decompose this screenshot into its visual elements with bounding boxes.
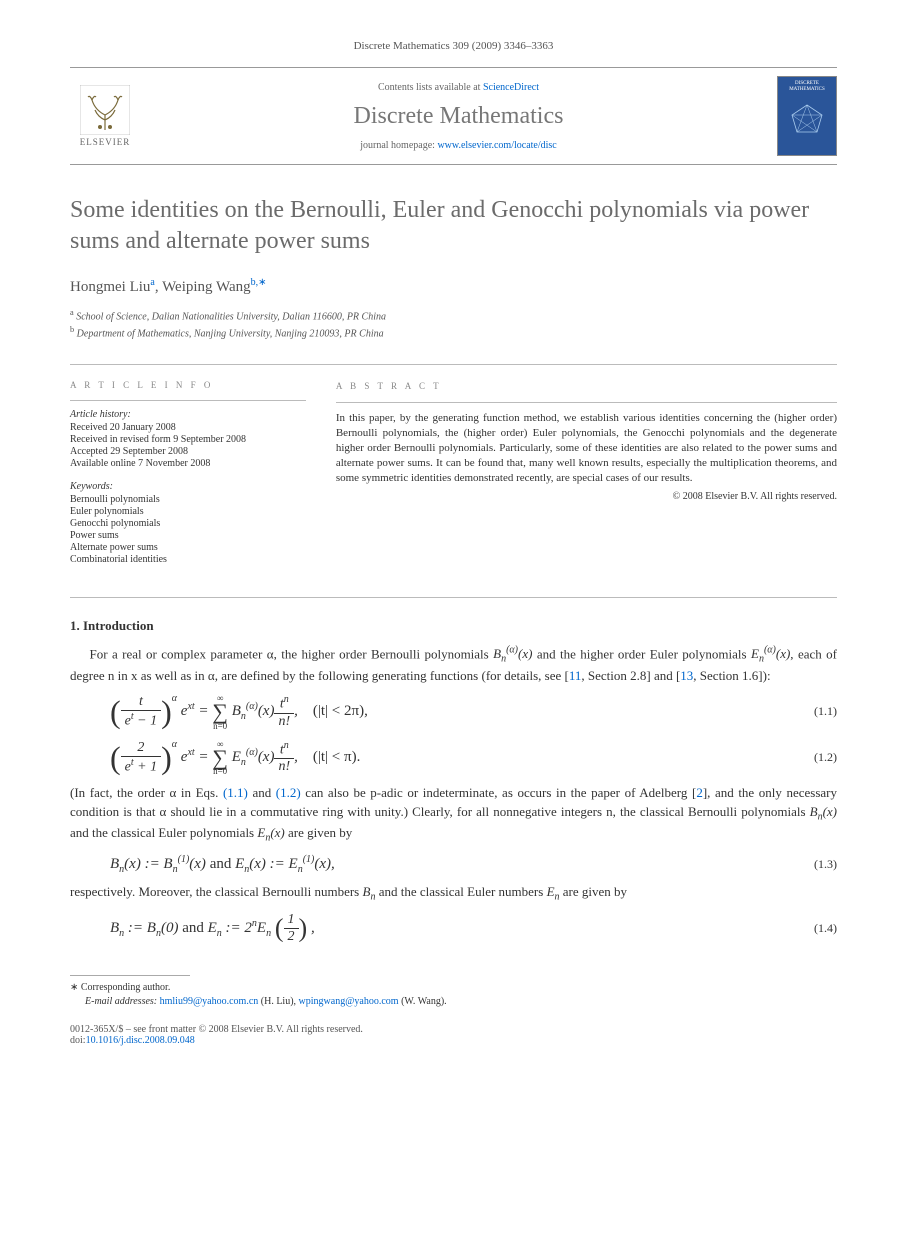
p1-text-b: and the higher order Euler polynomials bbox=[532, 646, 751, 661]
eq-number-1-2: (1.2) bbox=[787, 750, 837, 765]
journal-cover-thumb: DISCRETE MATHEMATICS bbox=[777, 76, 837, 156]
p2-text-f: are given by bbox=[285, 825, 353, 840]
author-1: Hongmei Liu bbox=[70, 279, 150, 295]
online-date: Available online 7 November 2008 bbox=[70, 458, 306, 469]
ref-link-11[interactable]: 11 bbox=[569, 668, 582, 683]
p2-text-c: can also be p-adic or indeterminate, as … bbox=[301, 785, 697, 800]
eq12-condition: (|t| < π). bbox=[313, 749, 360, 765]
p2-text-e: and the classical Euler polynomials bbox=[70, 825, 257, 840]
p2-text-a: (In fact, the order α in Eqs. bbox=[70, 785, 223, 800]
author-2: Weiping Wang bbox=[162, 279, 251, 295]
elsevier-tree-icon bbox=[80, 85, 130, 135]
eq-ref-1-2[interactable]: (1.2) bbox=[276, 785, 301, 800]
article-info-column: A R T I C L E I N F O Article history: R… bbox=[70, 380, 306, 577]
journal-name: Discrete Mathematics bbox=[140, 103, 777, 130]
eq11-condition: (|t| < 2π), bbox=[313, 703, 368, 719]
footer-copyright: 0012-365X/$ – see front matter © 2008 El… bbox=[70, 1024, 837, 1035]
equation-1-3: Bn(x) := Bn(1)(x) and En(x) := En(1)(x),… bbox=[110, 854, 837, 875]
authors: Hongmei Liua, Weiping Wangb,∗ bbox=[70, 277, 837, 296]
paragraph-1: For a real or complex parameter α, the h… bbox=[70, 644, 837, 685]
eq-ref-1-1[interactable]: (1.1) bbox=[223, 785, 248, 800]
title-block: Some identities on the Bernoulli, Euler … bbox=[70, 195, 837, 339]
abstract-label: A B S T R A C T bbox=[336, 380, 837, 392]
homepage-link[interactable]: www.elsevier.com/locate/disc bbox=[437, 140, 556, 151]
affil-a-text: School of Science, Dalian Nationalities … bbox=[74, 312, 386, 323]
keyword: Combinatorial identities bbox=[70, 554, 306, 565]
history-group: Article history: Received 20 January 200… bbox=[70, 409, 306, 469]
article-info-label: A R T I C L E I N F O bbox=[70, 380, 306, 390]
page-container: Discrete Mathematics 309 (2009) 3346–336… bbox=[0, 0, 907, 1076]
p3-text-b: and the classical Euler numbers bbox=[375, 884, 546, 899]
abstract-column: A B S T R A C T In this paper, by the ge… bbox=[336, 380, 837, 577]
divider bbox=[70, 597, 837, 598]
doi-label: doi: bbox=[70, 1035, 86, 1046]
email2-who: (W. Wang). bbox=[399, 996, 447, 1007]
sciencedirect-link[interactable]: ScienceDirect bbox=[483, 82, 539, 93]
paper-title: Some identities on the Bernoulli, Euler … bbox=[70, 195, 837, 257]
keywords-label: Keywords: bbox=[70, 481, 306, 492]
publisher-label: ELSEVIER bbox=[80, 137, 131, 147]
divider bbox=[336, 402, 837, 403]
ref-link-13[interactable]: 13 bbox=[680, 668, 693, 683]
footer: 0012-365X/$ – see front matter © 2008 El… bbox=[70, 1024, 837, 1046]
equation-1-2: (2et + 1)α ext = ∞∑n=0 En(α)(x)tnn!, (|t… bbox=[110, 739, 837, 777]
header-citation: Discrete Mathematics 309 (2009) 3346–336… bbox=[70, 40, 837, 52]
revised-date: Received in revised form 9 September 200… bbox=[70, 434, 306, 445]
masthead-center: Contents lists available at ScienceDirec… bbox=[140, 82, 777, 151]
paragraph-3: respectively. Moreover, the classical Be… bbox=[70, 883, 837, 905]
eq-number-1-4: (1.4) bbox=[787, 921, 837, 936]
eq14-and: and bbox=[178, 920, 207, 936]
email-link-1[interactable]: hmliu99@yahoo.com.cn bbox=[160, 996, 259, 1007]
keywords-group: Keywords: Bernoulli polynomials Euler po… bbox=[70, 481, 306, 565]
email-link-2[interactable]: wpingwang@yahoo.com bbox=[299, 996, 399, 1007]
keyword: Alternate power sums bbox=[70, 542, 306, 553]
paragraph-2: (In fact, the order α in Eqs. (1.1) and … bbox=[70, 784, 837, 845]
homepage-prefix: journal homepage: bbox=[360, 140, 437, 151]
equation-1-1: (tet − 1)α ext = ∞∑n=0 Bn(α)(x)tnn!, (|t… bbox=[110, 693, 837, 731]
contents-line: Contents lists available at ScienceDirec… bbox=[140, 82, 777, 93]
cover-thumb-title: DISCRETE MATHEMATICS bbox=[782, 81, 832, 92]
abstract-copyright: © 2008 Elsevier B.V. All rights reserved… bbox=[336, 490, 837, 504]
affil-b-text: Department of Mathematics, Nanjing Unive… bbox=[74, 328, 383, 339]
affiliation-a: a School of Science, Dalian Nationalitie… bbox=[70, 308, 837, 322]
p1-text-e: , Section 1.6]): bbox=[693, 668, 770, 683]
email1-who: (H. Liu), bbox=[258, 996, 298, 1007]
homepage-line: journal homepage: www.elsevier.com/locat… bbox=[140, 140, 777, 151]
section-1-heading: 1. Introduction bbox=[70, 618, 837, 634]
equation-1-4: Bn := Bn(0) and En := 2nEn (12) , (1.4) bbox=[110, 912, 837, 945]
eq13-and: and bbox=[206, 856, 235, 872]
corr-text: Corresponding author. bbox=[78, 982, 170, 993]
keyword: Euler polynomials bbox=[70, 506, 306, 517]
masthead: ELSEVIER Contents lists available at Sci… bbox=[70, 67, 837, 165]
doi-link[interactable]: 10.1016/j.disc.2008.09.048 bbox=[86, 1035, 195, 1046]
info-abstract-row: A R T I C L E I N F O Article history: R… bbox=[70, 380, 837, 577]
keyword: Power sums bbox=[70, 530, 306, 541]
divider bbox=[70, 400, 306, 401]
p1-text-a: For a real or complex parameter α, the h… bbox=[90, 646, 494, 661]
elsevier-logo: ELSEVIER bbox=[70, 76, 140, 156]
received-date: Received 20 January 2008 bbox=[70, 422, 306, 433]
eq-number-1-1: (1.1) bbox=[787, 704, 837, 719]
email-footnote: E-mail addresses: hmliu99@yahoo.com.cn (… bbox=[70, 995, 837, 1009]
footnote-separator bbox=[70, 975, 190, 976]
p1-text-d: , Section 2.8] and [ bbox=[581, 668, 680, 683]
author-1-aff-link[interactable]: a bbox=[150, 277, 154, 288]
email-label: E-mail addresses: bbox=[85, 996, 160, 1007]
history-label: Article history: bbox=[70, 409, 306, 420]
keyword: Genocchi polynomials bbox=[70, 518, 306, 529]
eq-number-1-3: (1.3) bbox=[787, 857, 837, 872]
p3-text-c: are given by bbox=[560, 884, 628, 899]
p2-text-b: and bbox=[248, 785, 276, 800]
abstract-text: In this paper, by the generating functio… bbox=[336, 411, 837, 485]
contents-prefix: Contents lists available at bbox=[378, 82, 483, 93]
keyword: Bernoulli polynomials bbox=[70, 494, 306, 505]
divider bbox=[70, 364, 837, 365]
accepted-date: Accepted 29 September 2008 bbox=[70, 446, 306, 457]
p3-text-a: respectively. Moreover, the classical Be… bbox=[70, 884, 363, 899]
affiliation-b: b Department of Mathematics, Nanjing Uni… bbox=[70, 325, 837, 339]
cover-graphic-icon bbox=[787, 100, 827, 140]
corresponding-footnote: ∗ Corresponding author. bbox=[70, 981, 837, 995]
corresponding-mark-link[interactable]: ∗ bbox=[258, 277, 266, 288]
